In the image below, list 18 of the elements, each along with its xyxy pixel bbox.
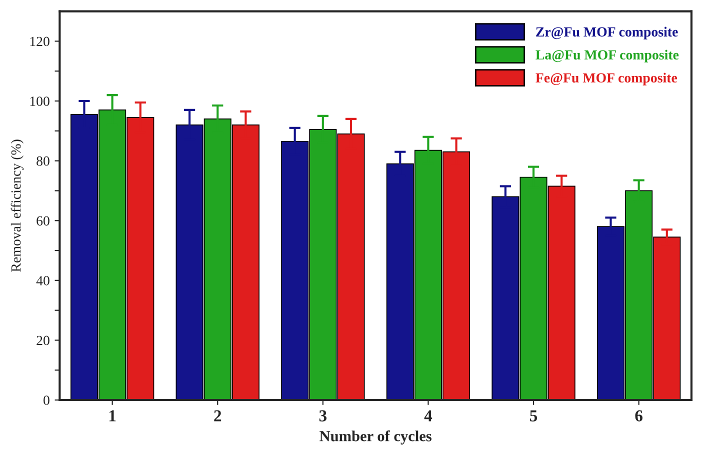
x-tick-label: 2 [214, 410, 222, 422]
x-tick-label: 5 [530, 410, 538, 422]
x-tick-label: 4 [424, 410, 432, 422]
y-tick-label: 60 [36, 216, 50, 226]
x-tick-label: 1 [109, 410, 116, 422]
x-tick-label: 3 [319, 410, 327, 422]
y-tick-label: 20 [36, 336, 50, 346]
legend-label: Zr@Fu MOF composite [536, 26, 678, 40]
legend-label: Fe@Fu MOF composite [536, 72, 678, 86]
y-tick-label: 80 [36, 156, 50, 166]
y-tick-label: 40 [36, 276, 50, 286]
legend-label: La@Fu MOF composite [536, 50, 679, 62]
x-axis-title: Number of cycles [320, 430, 432, 444]
y-tick-label: 120 [30, 36, 50, 46]
x-tick-label: 6 [635, 410, 642, 422]
y-tick-label: 0 [44, 396, 50, 405]
y-axis-title: Removal efficiency (%) [10, 140, 24, 272]
y-tick-label: 100 [30, 96, 50, 106]
